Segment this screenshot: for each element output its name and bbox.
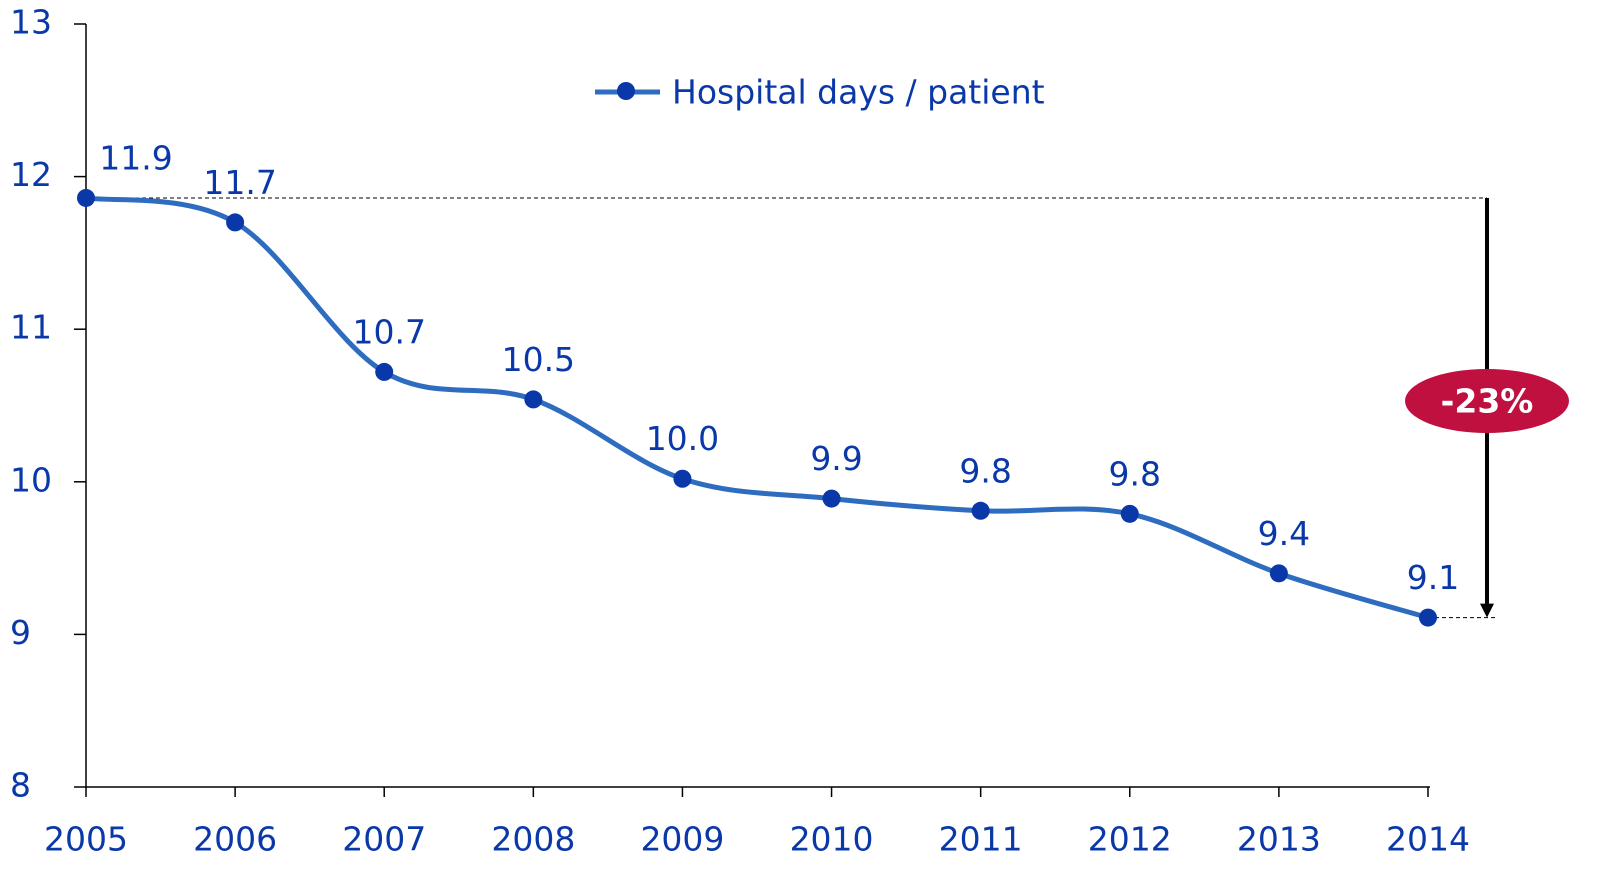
x-tick-label: 2007 (342, 820, 426, 859)
data-point (673, 469, 692, 488)
data-point (524, 390, 543, 409)
data-label: 10.5 (502, 340, 575, 379)
y-tick-label: 8 (10, 766, 31, 805)
data-label: 9.9 (810, 439, 862, 478)
y-tick-label: 13 (10, 3, 52, 42)
data-label: 11.7 (203, 163, 276, 202)
x-tick-label: 2010 (790, 820, 874, 859)
y-tick-label: 11 (10, 308, 52, 347)
y-tick-label: 10 (10, 460, 52, 499)
data-label: 11.9 (99, 138, 172, 177)
data-point (1419, 608, 1437, 627)
x-tick-label: 2011 (939, 820, 1023, 859)
y-tick-label: 9 (10, 613, 31, 652)
x-tick-label: 2012 (1088, 820, 1172, 859)
data-point (1269, 564, 1288, 583)
data-label: 9.1 (1407, 558, 1459, 597)
data-point (226, 213, 245, 232)
data-point (375, 362, 394, 381)
arrow-head (1480, 603, 1494, 618)
data-label: 9.4 (1258, 514, 1310, 553)
x-tick-label: 2006 (193, 820, 277, 859)
data-label: 9.8 (959, 451, 1011, 490)
data-label: 10.7 (352, 312, 425, 351)
legend-marker (617, 82, 635, 100)
x-tick-label: 2005 (44, 820, 128, 859)
data-point (971, 501, 990, 520)
data-label: 9.8 (1109, 454, 1161, 493)
data-point (1120, 504, 1139, 523)
x-tick-label: 2013 (1237, 820, 1321, 859)
annotation: -23% (1441, 382, 1534, 421)
y-tick-label: 12 (10, 155, 52, 194)
data-point (77, 188, 95, 207)
x-tick-label: 2008 (491, 820, 575, 859)
x-tick-label: 2009 (640, 820, 724, 859)
annotation-badge (1405, 369, 1569, 433)
data-point (822, 489, 841, 508)
data-label: 10.0 (646, 419, 719, 458)
legend-label: Hospital days / patient (672, 73, 1045, 112)
series-line (85, 195, 1429, 621)
x-tick-label: 2014 (1386, 820, 1470, 859)
